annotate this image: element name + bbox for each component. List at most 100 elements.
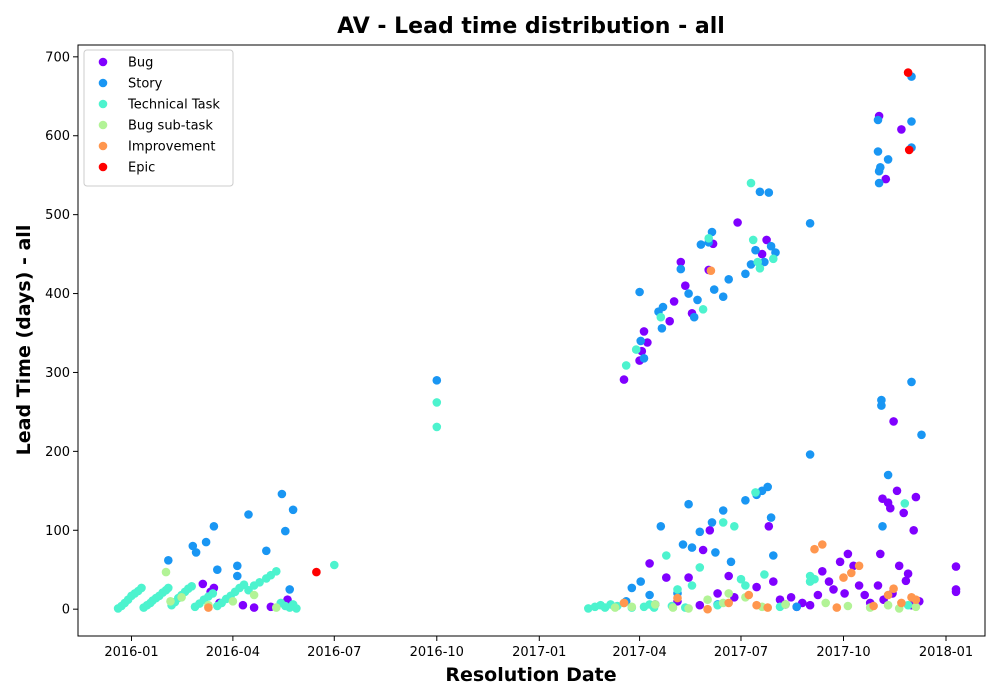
data-point	[805, 219, 815, 228]
y-tick-label: 700	[45, 50, 70, 65]
data-point	[854, 561, 864, 571]
data-point	[724, 275, 733, 284]
chart-title: AV - Lead time distribution - all	[337, 14, 725, 39]
data-point	[208, 589, 218, 598]
data-point	[746, 178, 756, 188]
data-point	[760, 257, 769, 267]
data-point	[883, 600, 893, 610]
data-point	[769, 577, 778, 586]
data-point	[764, 522, 774, 531]
y-tick-label: 600	[45, 129, 70, 144]
data-point	[847, 568, 856, 578]
data-point	[703, 604, 712, 614]
data-point	[911, 492, 921, 502]
legend-label: Bug sub-task	[128, 119, 213, 134]
data-point	[711, 548, 720, 557]
data-point	[639, 354, 649, 363]
data-point	[687, 581, 697, 590]
data-point	[909, 526, 918, 535]
data-point	[689, 312, 699, 322]
data-point	[678, 540, 688, 549]
data-point	[874, 178, 884, 188]
data-point	[829, 585, 838, 594]
data-point	[840, 589, 849, 598]
data-point	[907, 117, 916, 126]
data-point	[249, 603, 259, 612]
data-point	[658, 302, 668, 312]
y-tick-label: 500	[45, 208, 70, 223]
data-point	[760, 570, 769, 579]
data-point	[676, 264, 686, 274]
data-point	[656, 312, 666, 322]
data-point	[619, 375, 629, 384]
series-story	[164, 72, 926, 612]
data-point	[752, 600, 761, 610]
data-point	[713, 589, 722, 598]
data-point	[687, 543, 697, 552]
data-point	[177, 593, 186, 602]
data-point	[187, 582, 196, 591]
data-point	[621, 361, 631, 370]
data-point	[911, 602, 921, 612]
data-point	[805, 450, 815, 459]
data-point	[695, 563, 705, 572]
data-point	[233, 571, 242, 581]
data-point	[889, 584, 898, 593]
data-point	[883, 155, 893, 164]
data-point	[883, 470, 893, 480]
data-point	[724, 589, 733, 598]
data-point	[724, 571, 733, 581]
legend-marker	[98, 162, 108, 172]
data-point	[188, 541, 198, 551]
data-point	[281, 526, 290, 536]
data-point	[886, 503, 895, 513]
y-tick-label: 100	[45, 524, 70, 539]
data-point	[843, 601, 853, 611]
y-axis-label: Lead Time (days) - all	[13, 225, 35, 456]
data-point	[213, 565, 222, 574]
y-tick-label: 0	[62, 603, 70, 618]
data-point	[681, 281, 690, 291]
data-point	[693, 295, 702, 305]
legend-marker	[98, 120, 108, 130]
series-epic	[312, 68, 914, 577]
data-point	[695, 527, 705, 537]
data-point	[703, 595, 712, 604]
data-point	[164, 556, 173, 565]
data-point	[228, 597, 238, 606]
data-point	[818, 567, 827, 576]
data-point	[262, 546, 271, 556]
data-point	[839, 573, 848, 582]
data-point	[662, 573, 671, 582]
data-point	[835, 557, 845, 567]
data-point	[903, 600, 913, 610]
data-point	[705, 526, 715, 535]
data-point	[733, 218, 742, 227]
data-point	[706, 266, 716, 276]
data-point	[900, 499, 910, 508]
data-point	[741, 581, 750, 590]
data-point	[707, 227, 717, 237]
data-point	[741, 269, 750, 279]
legend-label: Improvement	[128, 140, 215, 155]
data-point	[878, 522, 887, 531]
data-point	[312, 567, 321, 577]
x-tick-label: 2017-04	[612, 645, 666, 660]
data-point	[164, 583, 173, 593]
data-point	[786, 593, 796, 602]
data-point	[781, 600, 790, 609]
data-point	[432, 376, 442, 385]
data-point	[889, 417, 898, 426]
legend-box	[83, 49, 234, 187]
data-point	[757, 249, 767, 259]
data-point	[288, 505, 298, 515]
data-point	[233, 561, 242, 571]
data-point	[763, 482, 772, 492]
data-point	[951, 587, 961, 597]
data-point	[684, 573, 693, 582]
data-point	[899, 508, 908, 518]
data-point	[869, 601, 878, 611]
data-point	[748, 235, 758, 245]
data-point	[901, 576, 911, 586]
data-point	[805, 600, 815, 610]
